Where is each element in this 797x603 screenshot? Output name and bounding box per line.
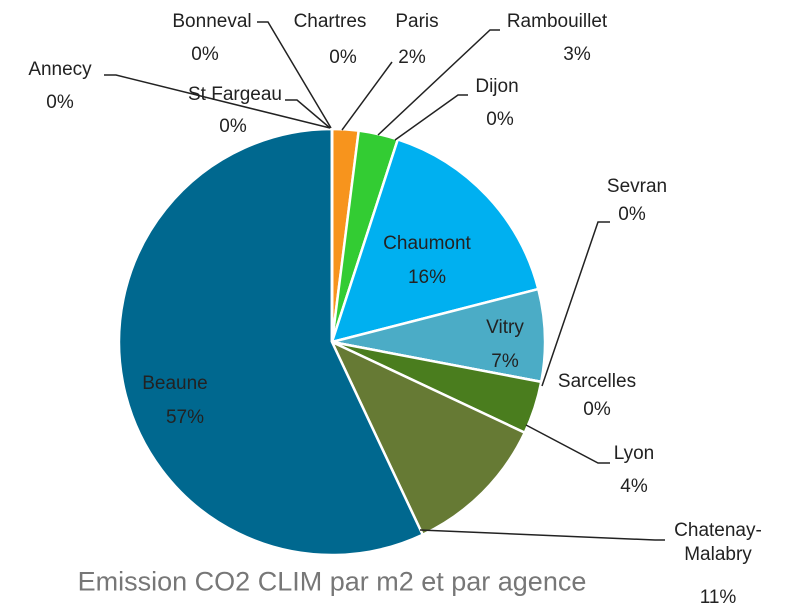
slice-value-label: 7% bbox=[491, 351, 519, 372]
slice-value-label: 16% bbox=[407, 267, 447, 288]
slice-value-label: 2% bbox=[398, 47, 426, 68]
slice-value-label: 0% bbox=[219, 116, 247, 137]
slice-value-label: 11% bbox=[699, 587, 737, 603]
slice-name: Lyon bbox=[613, 443, 655, 464]
slice-name: Vitry bbox=[486, 317, 524, 338]
slice-name: St Fargeau bbox=[188, 84, 282, 105]
slice-value-label: 0% bbox=[583, 399, 611, 420]
slice-name: Chatenay-Malabry bbox=[674, 520, 762, 565]
slice-name: Rambouillet bbox=[506, 11, 608, 32]
slice-name: Dijon bbox=[475, 76, 519, 97]
chart-title: Emission CO2 CLIM par m2 et par agence bbox=[77, 566, 587, 597]
leader-line bbox=[377, 29, 500, 136]
slice-value-label: 0% bbox=[46, 92, 74, 113]
slice-value-label: 3% bbox=[563, 44, 591, 65]
leader-line bbox=[419, 529, 665, 541]
slice-value-label: 0% bbox=[486, 109, 514, 130]
leader-line bbox=[541, 221, 610, 387]
leader-line bbox=[104, 74, 331, 129]
leader-line bbox=[257, 21, 332, 129]
slice-name: Beaune bbox=[142, 373, 208, 394]
slice-name: Sevran bbox=[606, 176, 668, 197]
pie-slice bbox=[330, 137, 540, 344]
slice-value-label: 0% bbox=[329, 47, 357, 68]
slice-value-label: 0% bbox=[191, 44, 219, 65]
slice-value-label: 0% bbox=[618, 204, 646, 225]
slice-value-label: 4% bbox=[620, 476, 648, 497]
slice-name: Chartres bbox=[293, 11, 367, 32]
slice-name: Sarcelles bbox=[557, 371, 637, 392]
pie-slice bbox=[117, 127, 425, 557]
slice-name: Paris bbox=[395, 11, 439, 32]
slice-name: Chaumont bbox=[383, 233, 471, 254]
slice-value-label: 57% bbox=[165, 407, 205, 428]
leader-line bbox=[285, 99, 331, 129]
leader-line bbox=[394, 94, 468, 141]
leader-line bbox=[525, 424, 610, 464]
slice-name: Bonneval bbox=[172, 11, 252, 32]
slice-name: Annecy bbox=[28, 59, 92, 80]
leader-line bbox=[341, 61, 393, 131]
